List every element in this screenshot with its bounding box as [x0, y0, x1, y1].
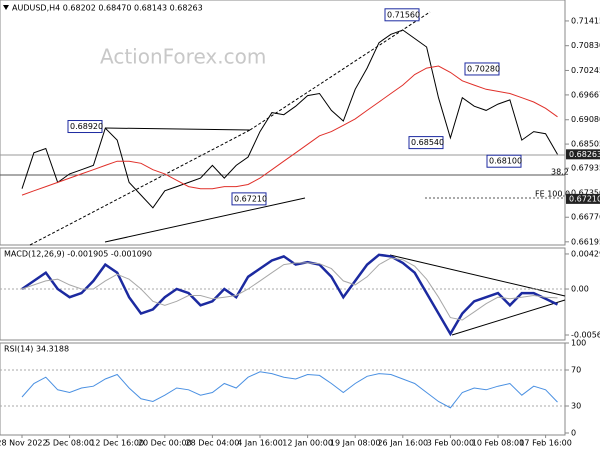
rsi-panel [0, 342, 566, 436]
triangle-line [104, 127, 251, 131]
series-line [21, 257, 558, 321]
annotation-box [384, 8, 420, 22]
annotation-label: 0.67210 [234, 194, 267, 203]
annotation-label: 0.68540 [411, 138, 444, 147]
fe-label: FE 100.0 [535, 190, 570, 199]
annotation-label: 0.68920 [70, 122, 103, 131]
y-tick-label: 0.66776 [571, 213, 600, 222]
macd-trend [451, 299, 566, 336]
y-tick-label: 0 [571, 429, 576, 438]
macd-panel [0, 247, 566, 341]
x-tick-label: 28 Dec 04:00 [185, 439, 239, 448]
trend-line [249, 11, 431, 131]
y-tick-label: 100 [571, 339, 586, 348]
x-tick-label: 3 Feb 00:00 [427, 439, 474, 448]
watermark: ActionForex.com [100, 45, 266, 69]
x-tick-label: 4 Jan 16:00 [237, 439, 283, 448]
annotation-label: 0.68100 [489, 157, 522, 166]
y-tick-label: 0.67935 [571, 164, 600, 173]
trend-line [29, 129, 251, 246]
annotation-box [408, 136, 444, 150]
x-tick-label: 20 Dec 00:00 [138, 439, 192, 448]
chart-title: AUDUSD,H4 0.68202 0.68470 0.68143 0.6826… [12, 4, 203, 13]
price-tag [566, 193, 600, 204]
y-tick-label: 0.004299 [571, 249, 600, 258]
annotation-box [67, 120, 103, 134]
x-tick-label: 28 Nov 2022 [0, 439, 48, 448]
x-tick-label: 26 Jan 16:00 [377, 439, 428, 448]
y-tick-label: 0.71415 [571, 16, 600, 25]
triangle-line [104, 197, 306, 243]
series-line [21, 65, 558, 196]
macd-trend [389, 254, 566, 297]
series-line [21, 371, 558, 409]
annotation-box [486, 154, 522, 168]
price-panel [0, 0, 566, 246]
y-tick-label: 30 [571, 402, 581, 411]
x-tick-label: 12 Dec 16:00 [90, 439, 144, 448]
price-tag [566, 149, 600, 160]
annotation-label: 0.70280 [467, 64, 500, 73]
fib-label: 38.2 [551, 168, 569, 177]
y-tick-label: 0.68505 [571, 140, 600, 149]
price-tag-label: 0.68263 [569, 150, 600, 159]
y-tick-label: 0.70245 [571, 66, 600, 75]
x-tick-label: 10 Feb 08:00 [472, 439, 524, 448]
series-line [21, 253, 559, 337]
annotation-box [464, 62, 500, 76]
y-tick-label: 0.69667 [571, 90, 600, 99]
macd-title: MACD(12,26,9) -0.001905 -0.001090 [4, 250, 152, 259]
x-tick-label: 5 Dec 08:00 [45, 439, 94, 448]
x-tick-label: 12 Jan 00:00 [282, 439, 333, 448]
rsi-title: RSI(14) 34.3188 [4, 345, 69, 354]
y-tick-label: 0.66195 [571, 237, 600, 246]
series-line [21, 29, 558, 209]
y-tick-label: -0.005636 [571, 330, 600, 339]
annotation-box [231, 192, 267, 206]
price-tag-label: 0.67210 [569, 194, 600, 203]
y-tick-label: 70 [571, 366, 581, 375]
annotation-label: 0.71560 [387, 10, 420, 19]
y-tick-label: 0.00 [571, 285, 589, 294]
title-arrow [3, 5, 9, 10]
x-tick-label: 19 Jan 08:00 [330, 439, 381, 448]
x-tick-label: 17 Feb 16:00 [519, 439, 571, 448]
